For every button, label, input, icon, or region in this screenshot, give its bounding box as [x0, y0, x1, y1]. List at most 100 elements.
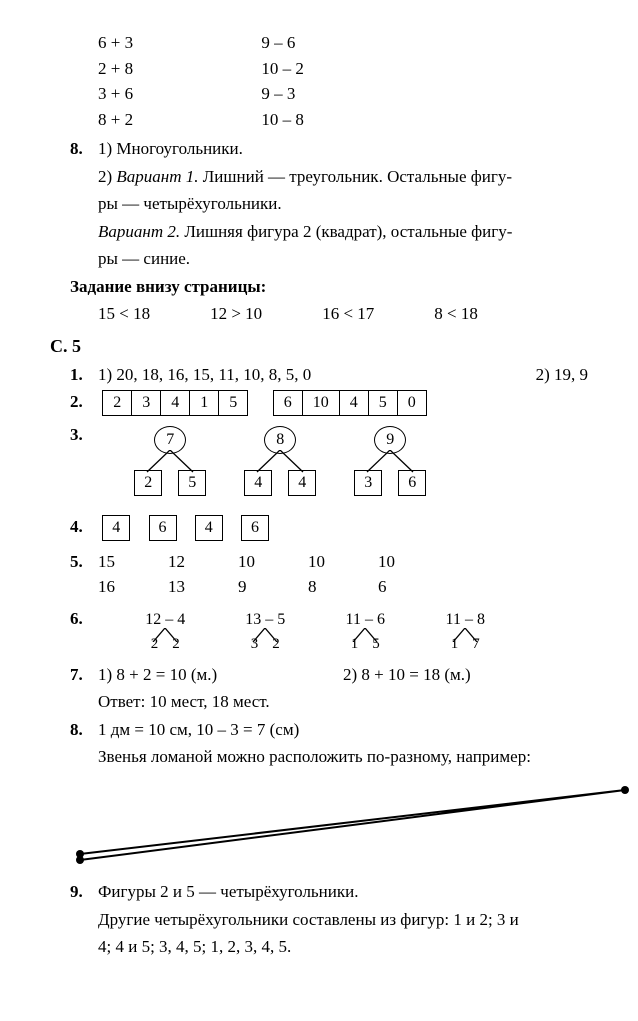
question-2: 2. 2 3 4 1 5 6 10 4 5 0	[70, 389, 588, 416]
tree-leaf: 6	[398, 470, 426, 496]
box: 4	[102, 515, 130, 541]
section-c5: С. 5	[50, 333, 588, 360]
q-number: 5.	[70, 549, 98, 575]
cell-group-b: 6 10 4 5 0	[273, 390, 427, 416]
val: 5	[372, 633, 380, 656]
expr: 8 + 2	[98, 110, 133, 129]
box: 6	[241, 515, 269, 541]
q-number: 4.	[70, 514, 98, 540]
text: 1) 20, 18, 16, 15, 11, 10, 8, 5, 0	[98, 362, 496, 388]
tree-leaf: 2	[134, 470, 162, 496]
text: 4; 4 и 5; 3, 4, 5; 1, 2, 3, 4, 5.	[98, 934, 588, 960]
box: 6	[149, 515, 177, 541]
text: Вариант 1.	[116, 167, 198, 186]
val: 2	[272, 633, 280, 656]
polyline-figure	[70, 778, 588, 876]
question-9: 9.Фигуры 2 и 5 — четырёхугольники. Други…	[70, 879, 588, 960]
val: 10	[378, 549, 448, 575]
q-number: 3.	[70, 422, 98, 448]
text: Лишний — треугольник. Остальные фигу-	[199, 167, 513, 186]
text: 1 дм = 10 см, 10 – 3 = 7 (см)	[98, 720, 299, 739]
text: ры — синие.	[98, 249, 190, 268]
question-3: 3. 7 2 5 8 4 4 9 3 6	[70, 422, 588, 504]
q-number: 8.	[70, 136, 98, 162]
q-number: 6.	[70, 606, 98, 632]
val: 12	[168, 549, 238, 575]
val: 1	[451, 633, 459, 656]
expr: 6 + 3	[98, 33, 133, 52]
cell: 1	[189, 390, 218, 416]
question-7: 7. 1) 8 + 2 = 10 (м.) 2) 8 + 10 = 18 (м.…	[70, 662, 588, 715]
text: 2) 8 + 10 = 18 (м.)	[343, 662, 588, 688]
val: 8	[308, 574, 378, 600]
text: 1) 8 + 2 = 10 (м.)	[98, 662, 343, 688]
text: Фигуры 2 и 5 — четырёхугольники.	[98, 882, 358, 901]
text: Вариант 2.	[98, 222, 180, 241]
val: 9	[238, 574, 308, 600]
question-8-block: 8.1) Многоугольники. 2) Вариант 1. Лишни…	[70, 136, 588, 272]
cell-group-a: 2 3 4 1 5	[102, 390, 248, 416]
val: 3	[251, 633, 259, 656]
cell: 10	[302, 390, 339, 416]
expr: 10 – 8	[261, 110, 304, 129]
text: 2)	[98, 167, 116, 186]
text: ры — четырёхугольники.	[98, 194, 282, 213]
expr: 10 – 2	[261, 59, 304, 78]
expr: 3 + 6	[98, 84, 133, 103]
tree-leaf: 4	[244, 470, 272, 496]
val: 10	[308, 549, 378, 575]
val: 2	[151, 633, 159, 656]
val: 13	[168, 574, 238, 600]
val: 16	[98, 574, 168, 600]
tree: 8 4 4	[240, 426, 320, 496]
arith-columns: 6 + 3 9 – 6 2 + 8 10 – 2 3 + 6 9 – 3 8 +…	[70, 30, 588, 132]
q-number: 2.	[70, 389, 98, 415]
tree-leaf: 4	[288, 470, 316, 496]
question-4: 4. 4 6 4 6	[70, 514, 588, 541]
question-1: 1. 1) 20, 18, 16, 15, 11, 10, 8, 5, 0 2)…	[70, 362, 588, 388]
q-number: 8.	[70, 717, 98, 743]
q-number: 9.	[70, 879, 98, 905]
q-number: 7.	[70, 662, 98, 688]
question-6: 6. 12 – 4 22 13 – 5 32 11 – 6 15 11 – 8 …	[70, 606, 588, 656]
question-8b: 8.1 дм = 10 см, 10 – 3 = 7 (см) Звенья л…	[70, 717, 588, 876]
val: 1	[351, 633, 359, 656]
split: 13 – 5 32	[230, 608, 300, 656]
comp: 15 < 18	[98, 301, 150, 327]
task-bottom-heading: Задание внизу страницы:	[70, 274, 588, 300]
cell: 4	[339, 390, 368, 416]
comparisons-row: 15 < 18 12 > 10 16 < 17 8 < 18	[98, 301, 588, 327]
val: 2	[172, 633, 180, 656]
question-5: 5. 15 12 10 10 10 16 13 9 8 6	[70, 549, 588, 600]
tree: 7 2 5	[130, 426, 210, 496]
expr: 9 – 6	[261, 33, 295, 52]
text: 2) 19, 9	[536, 362, 588, 388]
text: Звенья ломаной можно расположить по-разн…	[98, 744, 588, 770]
val: 7	[472, 633, 480, 656]
expr: 2 + 8	[98, 59, 133, 78]
cell: 0	[397, 390, 427, 416]
cell: 4	[160, 390, 189, 416]
val: 10	[238, 549, 308, 575]
box: 4	[195, 515, 223, 541]
cell: 2	[102, 390, 131, 416]
split: 11 – 8 17	[430, 608, 500, 656]
text: Лишняя фигура 2 (квадрат), остальные фиг…	[180, 222, 512, 241]
comp: 16 < 17	[322, 301, 374, 327]
cell: 5	[368, 390, 397, 416]
text: Ответ: 10 мест, 18 мест.	[98, 689, 588, 715]
cell: 6	[273, 390, 302, 416]
split: 11 – 6 15	[330, 608, 400, 656]
cell: 5	[218, 390, 248, 416]
val: 15	[98, 549, 168, 575]
val: 6	[378, 574, 448, 600]
comp: 12 > 10	[210, 301, 262, 327]
expr: 9 – 3	[261, 84, 295, 103]
q-number: 1.	[70, 362, 98, 388]
polyline-svg-icon	[70, 778, 630, 868]
text: 1) Многоугольники.	[98, 139, 243, 158]
tree-leaf: 3	[354, 470, 382, 496]
comp: 8 < 18	[434, 301, 478, 327]
split: 12 – 4 22	[130, 608, 200, 656]
text: Другие четырёхугольники составлены из фи…	[98, 907, 588, 933]
